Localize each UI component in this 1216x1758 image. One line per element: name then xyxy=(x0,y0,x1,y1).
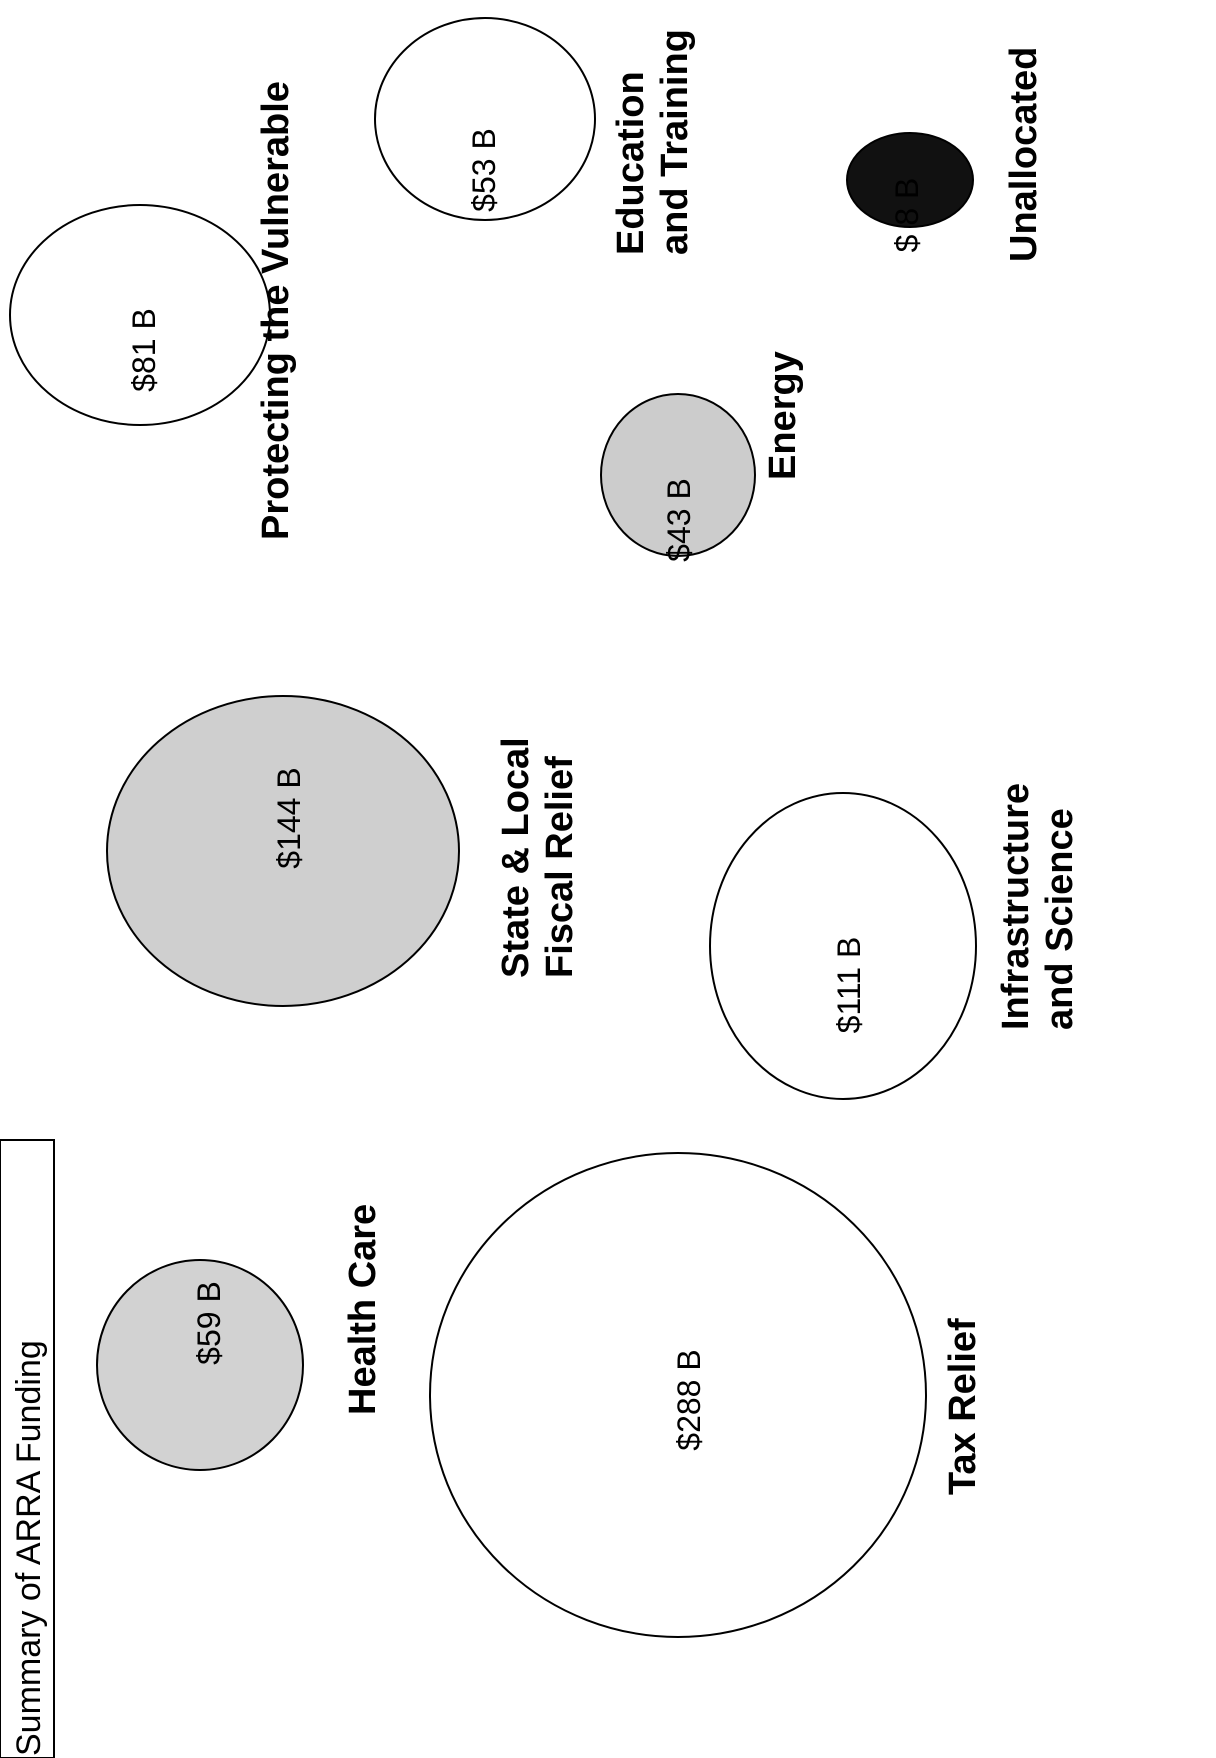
category-label-tax-relief: Tax Relief xyxy=(942,1318,984,1495)
value-label-energy: $43 B xyxy=(661,478,697,562)
value-label-state-and-local-fiscal-relief: $144 B xyxy=(271,767,307,868)
value-label-protecting-the-vulnerable: $81 B xyxy=(126,308,162,392)
category-label-health-care: Health Care xyxy=(342,1204,384,1415)
value-label-education-and-training: $53 B xyxy=(466,128,502,212)
category-label-infrastructure-and-science: Infrastructureand Science xyxy=(995,783,1081,1030)
category-label-unallocated: Unallocated xyxy=(1003,47,1045,262)
chart-title: Summary of ARRA Funding xyxy=(10,1340,48,1756)
bubble-unallocated xyxy=(846,132,974,228)
value-label-tax-relief: $288 B xyxy=(671,1349,707,1450)
category-label-protecting-the-vulnerable: Protecting the Vulnerable xyxy=(255,81,297,540)
category-label-education-and-training: Educationand Training xyxy=(610,29,696,255)
category-label-state-and-local-fiscal-relief: State & LocalFiscal Relief xyxy=(495,737,581,978)
bubble-tax-relief xyxy=(429,1152,927,1638)
bubble-education-and-training xyxy=(374,17,596,221)
bubble-protecting-the-vulnerable xyxy=(9,204,271,426)
title-box xyxy=(0,1139,55,1758)
value-label-health-care: $59 B xyxy=(191,1281,227,1365)
bubble-energy xyxy=(600,393,756,557)
value-label-infrastructure-and-science: $111 B xyxy=(831,937,867,1034)
bubble-infrastructure-and-science xyxy=(709,792,977,1100)
bubble-state-and-local-fiscal-relief xyxy=(106,695,460,1007)
value-label-unallocated: $ 8 B xyxy=(889,178,925,253)
category-label-energy: Energy xyxy=(762,351,804,480)
bubble-health-care xyxy=(96,1259,304,1471)
